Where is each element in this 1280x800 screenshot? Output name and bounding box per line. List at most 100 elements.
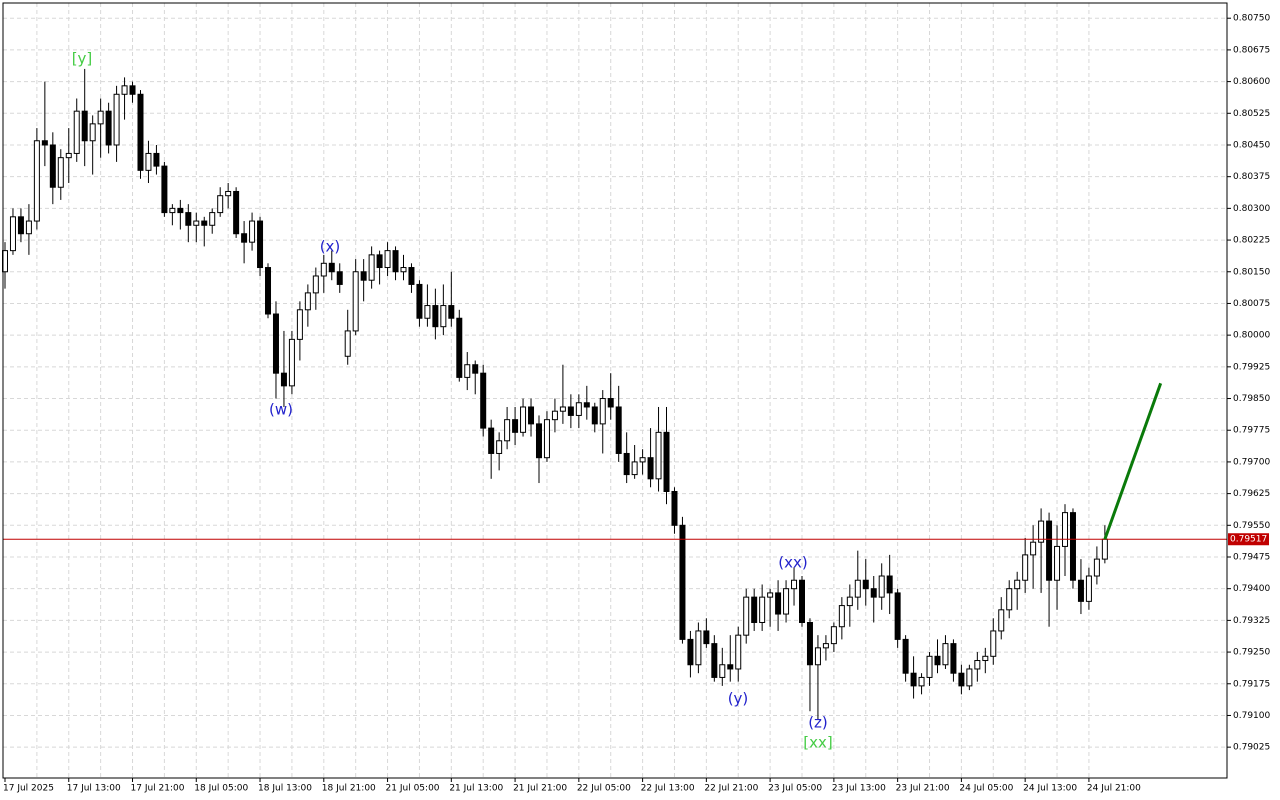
candle-body xyxy=(304,292,311,311)
candle-body xyxy=(89,123,96,142)
y-tick-label: 0.79550 xyxy=(1233,521,1270,531)
candle-body xyxy=(416,283,423,319)
candle-body xyxy=(528,406,535,425)
candle-body xyxy=(169,207,176,214)
candle-body xyxy=(894,592,901,640)
y-tick-label: 0.79025 xyxy=(1233,743,1270,753)
y-tick-label: 0.79475 xyxy=(1233,552,1270,562)
y-tick-label: 0.80375 xyxy=(1233,172,1270,182)
x-tick-label: 23 Jul 13:00 xyxy=(832,784,886,794)
candle-body xyxy=(424,305,431,319)
candle-body xyxy=(854,579,861,598)
wave-label: (z) xyxy=(808,714,828,732)
candle-body xyxy=(65,152,72,159)
candle-body xyxy=(599,398,606,425)
y-tick-label: 0.80000 xyxy=(1233,331,1270,341)
y-tick-label: 0.79175 xyxy=(1233,679,1270,689)
candle-body xyxy=(543,419,550,459)
candle-body xyxy=(344,330,351,357)
y-tick-label: 0.79700 xyxy=(1233,457,1270,467)
candle-body xyxy=(974,660,981,670)
candle-body xyxy=(567,406,574,416)
candle-body xyxy=(185,212,192,226)
x-tick-label: 18 Jul 13:00 xyxy=(258,784,312,794)
wave-label: (xx) xyxy=(778,554,807,572)
candle-body xyxy=(440,305,447,328)
candle-body xyxy=(81,110,88,142)
x-tick-label: 18 Jul 21:00 xyxy=(322,784,376,794)
candle-body xyxy=(926,655,933,678)
candle-body xyxy=(687,638,694,666)
candle-body xyxy=(1069,512,1076,581)
candle-body xyxy=(161,165,168,214)
candle-body xyxy=(57,157,64,188)
candle-body xyxy=(464,364,471,378)
candle-body xyxy=(360,271,367,281)
candle-body xyxy=(679,524,686,640)
candle-body xyxy=(886,575,893,594)
candle-body xyxy=(73,110,80,154)
candle-body xyxy=(265,267,272,315)
candle-body xyxy=(432,305,439,328)
candle-body xyxy=(392,250,399,273)
x-tick-label: 22 Jul 13:00 xyxy=(641,784,695,794)
candle-body xyxy=(1077,579,1084,602)
y-tick-label: 0.80300 xyxy=(1233,204,1270,214)
candle-body xyxy=(623,452,630,476)
candle-body xyxy=(241,233,248,243)
candle-body xyxy=(695,630,702,666)
candle-body xyxy=(639,457,646,463)
candle-body xyxy=(711,643,718,678)
candle-body xyxy=(217,195,224,214)
candle-body xyxy=(591,406,598,425)
y-tick-label: 0.79625 xyxy=(1233,489,1270,499)
candle-body xyxy=(966,668,973,687)
x-tick-label: 23 Jul 05:00 xyxy=(768,784,822,794)
candle-body xyxy=(1038,520,1045,543)
candle-body xyxy=(1085,575,1092,602)
candle-body xyxy=(1062,512,1069,547)
candle-body xyxy=(727,664,734,670)
candle-body xyxy=(472,364,479,374)
candle-body xyxy=(551,410,558,421)
y-tick-label: 0.80525 xyxy=(1233,109,1270,119)
y-tick-label: 0.80075 xyxy=(1233,299,1270,309)
candle-body xyxy=(846,596,853,607)
candle-body xyxy=(496,440,503,454)
projection-line xyxy=(1103,382,1163,540)
candle-body xyxy=(663,431,670,492)
wave-label: (w) xyxy=(269,401,293,419)
candle-body xyxy=(400,267,407,273)
candle-body xyxy=(193,220,200,226)
candle-body xyxy=(129,85,136,95)
candle-body xyxy=(25,220,32,235)
candle-body xyxy=(312,275,319,294)
y-tick-label: 0.79250 xyxy=(1233,648,1270,658)
candle-body xyxy=(480,372,487,429)
x-tick-label: 17 Jul 21:00 xyxy=(131,784,185,794)
wave-label: (y) xyxy=(728,690,749,708)
x-tick-label: 24 Jul 13:00 xyxy=(1023,784,1077,794)
wave-label: [xx] xyxy=(803,734,832,752)
candle-body xyxy=(982,655,989,662)
candle-body xyxy=(934,655,941,666)
candle-body xyxy=(1006,588,1013,611)
candle-body xyxy=(822,643,829,649)
candle-body xyxy=(41,140,48,146)
candle-body xyxy=(9,216,16,252)
x-tick-label: 24 Jul 05:00 xyxy=(959,784,1013,794)
candle-body xyxy=(105,110,112,146)
candle-body xyxy=(830,626,837,645)
candle-body xyxy=(806,621,813,666)
wave-label: [y] xyxy=(72,50,93,68)
candle-body xyxy=(950,643,957,674)
candle-body xyxy=(918,676,925,687)
x-tick-label: 18 Jul 05:00 xyxy=(194,784,248,794)
candle-body xyxy=(751,596,758,623)
candle-body xyxy=(113,93,120,146)
candle-body xyxy=(615,406,622,454)
candle-body xyxy=(990,630,997,657)
y-tick-label: 0.79100 xyxy=(1233,711,1270,721)
candle-body xyxy=(512,419,519,433)
